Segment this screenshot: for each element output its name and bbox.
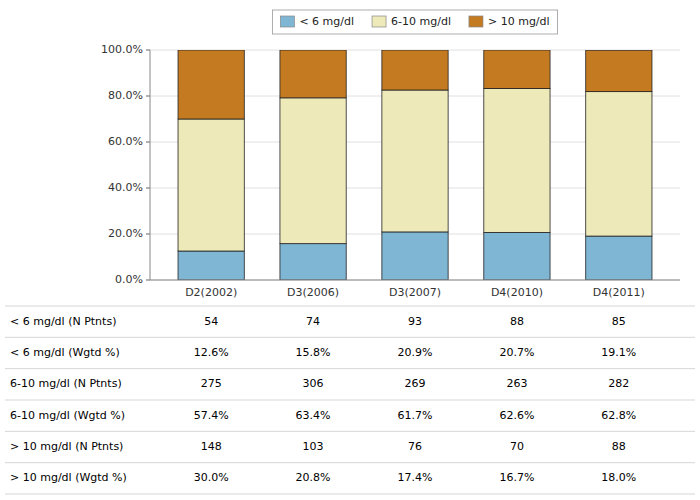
y-tick (146, 280, 150, 281)
x-tick-label: D4(2010) (491, 286, 543, 299)
y-tick (146, 142, 150, 143)
table-cell: 70 (510, 440, 524, 453)
table-cell: 62.6% (499, 409, 534, 422)
table-row-label: > 10 mg/dl (N Ptnts) (10, 440, 123, 453)
table-cell: 103 (303, 440, 324, 453)
bar-segment (484, 232, 550, 280)
y-tick-label: 60.0% (108, 135, 143, 148)
table-cell: 17.4% (398, 471, 433, 484)
table-cell: 54 (204, 315, 218, 328)
chart: 0.0% 20.0% 40.0% 60.0% 80.0% 100.0% D2(2002) D3… (0, 0, 700, 500)
table-row-label: < 6 mg/dl (N Ptnts) (10, 315, 116, 328)
bar-segment (280, 50, 346, 98)
table-cell: 275 (201, 377, 222, 390)
table-cell: 93 (408, 315, 422, 328)
bar-segment (382, 50, 448, 90)
table-cell: 20.8% (296, 471, 331, 484)
table-cell: 148 (201, 440, 222, 453)
legend-label: 6-10 mg/dl (391, 15, 451, 28)
table-cell: 57.4% (194, 409, 229, 422)
table-row-label: 6-10 mg/dl (N Ptnts) (10, 377, 122, 390)
table-cell: 74 (306, 315, 320, 328)
y-tick-label: 40.0% (108, 181, 143, 194)
table-rule (5, 306, 695, 307)
table-cell: 20.9% (398, 346, 433, 359)
y-tick-label: 0.0% (115, 273, 143, 286)
bar-segment (586, 92, 652, 236)
legend-swatch (469, 16, 483, 27)
table-cell: 18.0% (601, 471, 636, 484)
table-rule (5, 494, 695, 495)
x-tick-label: D3(2007) (389, 286, 441, 299)
table-cell: 76 (408, 440, 422, 453)
y-tick (146, 234, 150, 235)
y-tick-label: 80.0% (108, 89, 143, 102)
table-cell: 19.1% (601, 346, 636, 359)
bar-segment (484, 88, 550, 232)
table-cell: 12.6% (194, 346, 229, 359)
legend-label: > 10 mg/dl (488, 15, 550, 28)
table-cell: 20.7% (499, 346, 534, 359)
x-axis-line (150, 280, 680, 281)
table-rule (5, 431, 695, 432)
table-cell: 63.4% (296, 409, 331, 422)
x-tick-label: D3(2006) (287, 286, 339, 299)
table-cell: 30.0% (194, 471, 229, 484)
legend: < 6 mg/dl 6-10 mg/dl > 10 mg/dl (272, 10, 557, 34)
bar-segment (280, 244, 346, 280)
table-cell: 263 (506, 377, 527, 390)
x-tick-label: D2(2002) (185, 286, 237, 299)
table-cell: 88 (612, 440, 626, 453)
legend-label: < 6 mg/dl (299, 15, 354, 28)
y-tick-label: 100.0% (101, 43, 143, 56)
table-row-label: > 10 mg/dl (Wgtd %) (10, 471, 127, 484)
bar-segment (178, 251, 244, 280)
y-tick (146, 188, 150, 189)
table-cell: 15.8% (296, 346, 331, 359)
y-axis: 0.0% 20.0% 40.0% 60.0% 80.0% 100.0% (101, 43, 150, 286)
y-axis-line (150, 50, 151, 280)
y-tick (146, 96, 150, 97)
table-cell: 85 (612, 315, 626, 328)
table-cell: 61.7% (398, 409, 433, 422)
table-rule (5, 368, 695, 369)
table-rule (5, 462, 695, 463)
grid-line (150, 280, 680, 281)
table: < 6 mg/dl (N Ptnts) 54 74 93 88 85 < 6 mg/dl (… (5, 306, 695, 494)
bar-segment (382, 232, 448, 280)
bar-segment (586, 236, 652, 280)
table-cell: 88 (510, 315, 524, 328)
table-rule (5, 337, 695, 338)
table-cell: 306 (303, 377, 324, 390)
x-tick-label: D4(2011) (593, 286, 645, 299)
table-cell: 62.8% (601, 409, 636, 422)
bar-segment (178, 119, 244, 251)
bars (178, 50, 652, 280)
table-rule (5, 400, 695, 401)
table-cell: 16.7% (499, 471, 534, 484)
y-tick (146, 50, 150, 51)
bar-segment (484, 50, 550, 88)
table-row-label: < 6 mg/dl (Wgtd %) (10, 346, 120, 359)
legend-swatch (372, 16, 386, 27)
bar-segment (178, 50, 244, 119)
x-axis: D2(2002) D3(2006) D3(2007) D4(2010) D4(2011) (185, 286, 645, 299)
legend-frame (272, 10, 557, 34)
bar-segment (382, 90, 448, 232)
table-cell: 282 (608, 377, 629, 390)
grid (150, 50, 680, 280)
table-cell: 269 (405, 377, 426, 390)
table-row-label: 6-10 mg/dl (Wgtd %) (10, 409, 125, 422)
bar-segment (280, 98, 346, 244)
bar-segment (586, 50, 652, 91)
legend-swatch (280, 16, 294, 27)
y-tick-label: 20.0% (108, 227, 143, 240)
